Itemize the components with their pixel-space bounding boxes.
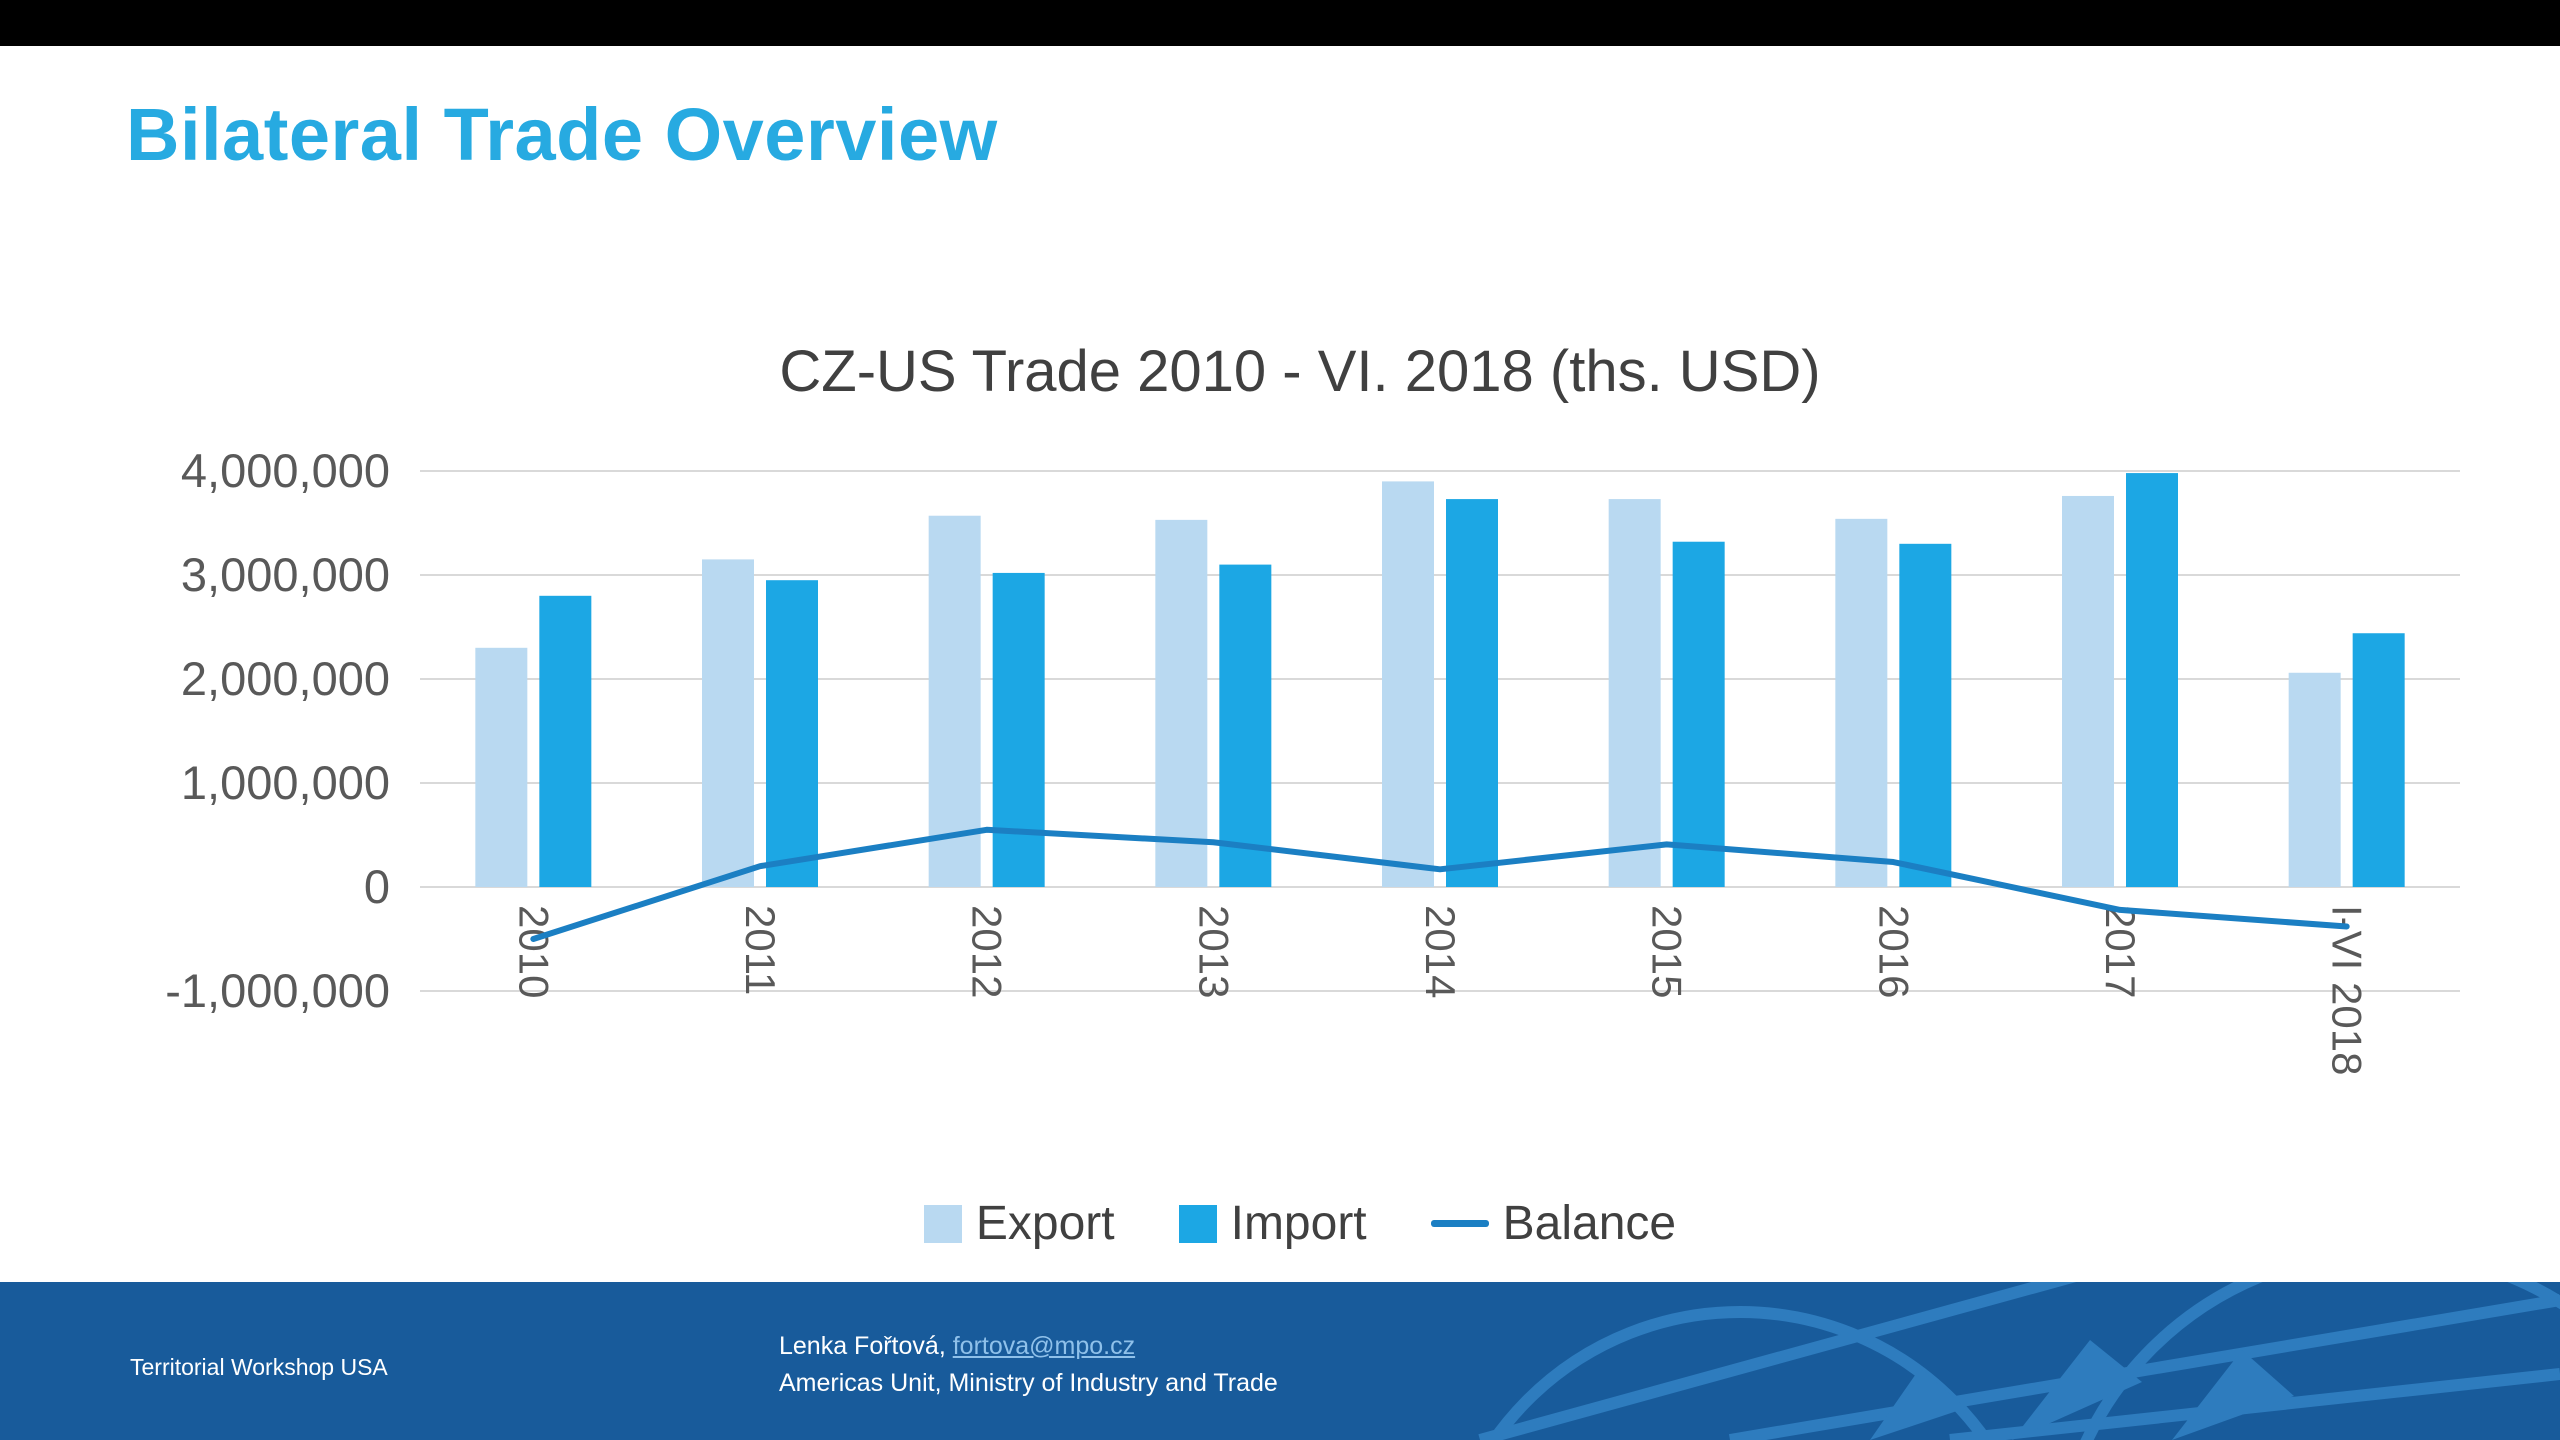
org-line: Americas Unit, Ministry of Industry and … (779, 1369, 1278, 1397)
author-email-link[interactable]: fortova@mpo.cz (952, 1332, 1136, 1360)
import-bar-2011 (766, 580, 818, 887)
import-bar-2014 (1446, 499, 1498, 887)
author-line: Lenka Fořtová, fortova@mpo.cz (779, 1328, 1278, 1365)
x-axis-label: 2011 (737, 905, 784, 995)
x-axis-label: 2016 (1870, 905, 1917, 998)
x-axis-label: 2015 (1644, 905, 1691, 998)
import-bar-2016 (1899, 543, 1952, 887)
chart-plot-area: -1,000,000 0 1,000,000 2,000,000 3,000,000 4,… (165, 444, 2460, 1075)
x-axis-label: 2014 (1417, 905, 1464, 998)
balance-line-swatch (1430, 1220, 1489, 1227)
x-axis-label: 2012 (964, 905, 1011, 998)
y-axis-tick-label: 0 (364, 860, 390, 913)
legend-label-import: Import (1230, 1197, 1367, 1250)
x-axis-label: 2010 (510, 905, 557, 998)
globe-line (1729, 1294, 2560, 1440)
legend-item-export: Export (923, 1196, 1115, 1251)
import-bar-2013 (1219, 564, 1272, 887)
export-bar-2011 (702, 559, 754, 887)
export-bar-I-VI 2018 (2288, 672, 2341, 887)
import-bar-2017 (2126, 473, 2178, 887)
import-swatch (1178, 1204, 1217, 1243)
footer-left-text: Territorial Workshop USA (130, 1354, 388, 1380)
author-name: Lenka Fořtová, (779, 1332, 953, 1360)
globe-ray (1870, 1368, 1966, 1440)
export-bar-2012 (928, 515, 981, 887)
export-bar-2010 (475, 647, 528, 887)
y-axis-tick-label: 4,000,000 (181, 444, 390, 497)
legend-item-balance: Balance (1430, 1196, 1677, 1251)
footer-author-block: Lenka Fořtová, fortova@mpo.cz Americas U… (779, 1328, 1278, 1402)
globe-ray (2012, 1340, 2142, 1440)
export-bar-2014 (1382, 481, 1434, 887)
x-axis-label: 2017 (2097, 905, 2144, 998)
x-axis-label: I-VI 2018 (2324, 905, 2371, 1075)
export-bar-2016 (1835, 518, 1888, 887)
x-axis-label: 2013 (1190, 905, 1237, 998)
balance-line (530, 826, 2350, 942)
globe-line (1478, 1282, 2077, 1440)
globe-decoration (1478, 1282, 2560, 1440)
chart-title: CZ-US Trade 2010 - VI. 2018 (ths. USD) (779, 339, 1821, 404)
import-bar-2012 (992, 572, 1045, 887)
y-axis-tick-label: 1,000,000 (181, 756, 390, 809)
y-axis-tick-label: 2,000,000 (181, 652, 390, 705)
import-bar-I-VI 2018 (2352, 633, 2405, 887)
slide-title: Bilateral Trade Overview (126, 93, 998, 176)
footer: Territorial Workshop USA Lenka Fořtová, … (0, 1282, 2560, 1440)
legend-item-import: Import (1178, 1196, 1367, 1251)
export-swatch (923, 1204, 962, 1243)
y-axis-tick-label: -1,000,000 (165, 964, 390, 1017)
globe-arc (1487, 1306, 1993, 1440)
globe-ray (2172, 1350, 2294, 1440)
top-black-bar (0, 0, 2560, 46)
import-bar-2010 (539, 595, 592, 887)
legend-label-balance: Balance (1502, 1197, 1677, 1250)
chart-legend: Export Import Balance (100, 1196, 2500, 1251)
export-bar-2015 (1608, 499, 1661, 887)
export-bar-2017 (2062, 495, 2114, 887)
import-bar-2015 (1672, 541, 1725, 887)
y-axis-tick-label: 3,000,000 (181, 548, 390, 601)
export-bar-2013 (1155, 519, 1208, 887)
legend-label-export: Export (975, 1197, 1115, 1250)
trade-chart: CZ-US Trade 2010 - VI. 2018 (ths. USD) -… (100, 338, 2500, 1251)
